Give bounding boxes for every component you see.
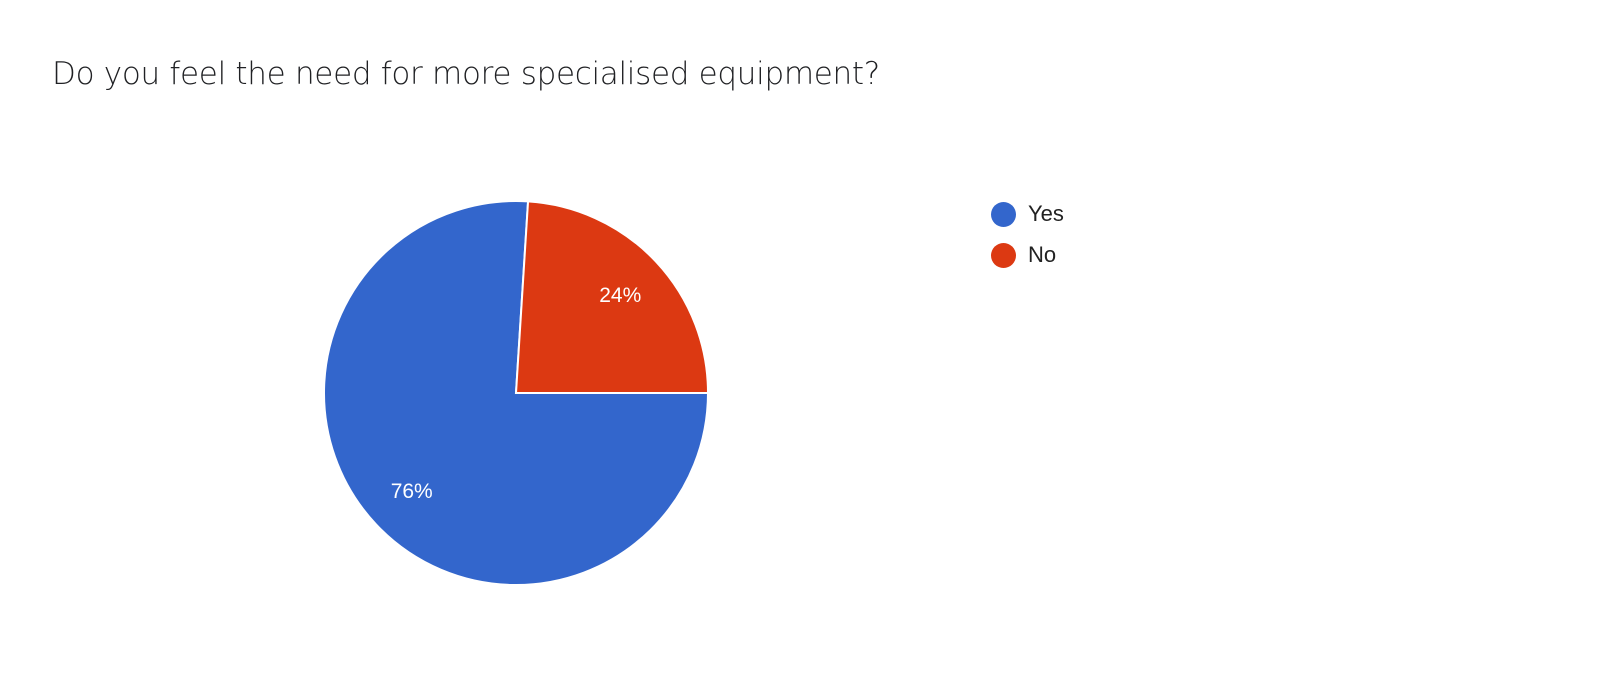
- chart-title: Do you feel the need for more specialise…: [52, 56, 880, 92]
- legend-marker-icon: [991, 201, 1016, 227]
- legend-marker-icon: [991, 242, 1016, 268]
- data-label-no: 24%: [599, 284, 641, 307]
- pie-slice-no[interactable]: [514, 200, 710, 394]
- pie-slice-yes[interactable]: [323, 200, 710, 586]
- legend-label: Yes: [1028, 201, 1064, 226]
- legend-item-no[interactable]: No: [991, 242, 1056, 268]
- legend-label: No: [1028, 242, 1057, 267]
- data-label-yes: 76%: [391, 480, 433, 503]
- legend-item-yes[interactable]: Yes: [991, 201, 1064, 227]
